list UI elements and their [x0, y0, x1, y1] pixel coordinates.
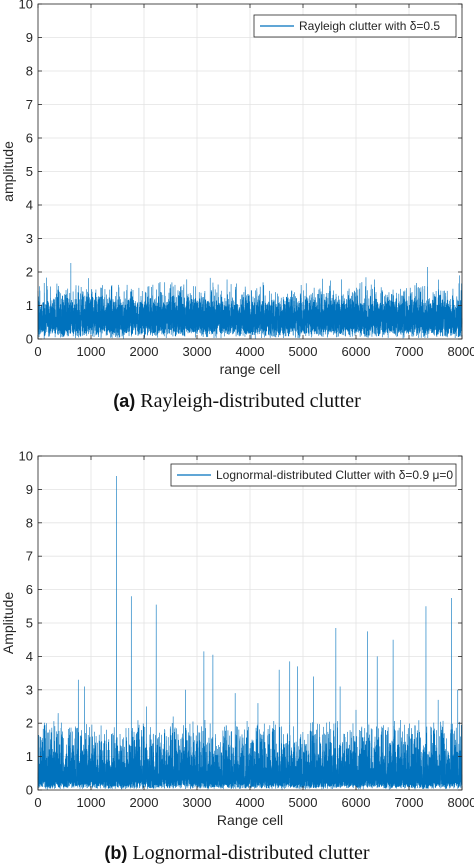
- y-tick-label: 6: [26, 131, 33, 146]
- series-line: [37, 476, 463, 790]
- x-tick-label: 6000: [342, 344, 371, 359]
- y-axis-label: Amplitude: [0, 592, 16, 654]
- y-tick-label: 6: [26, 582, 33, 597]
- y-axis-label: amplitude: [0, 141, 16, 202]
- y-tick-label: 7: [26, 549, 33, 564]
- x-tick-label: 2000: [130, 795, 159, 810]
- legend-box: [253, 14, 457, 38]
- x-tick-label: 8000: [448, 344, 474, 359]
- y-tick-label: 7: [26, 97, 33, 112]
- y-tick-label: 2: [26, 265, 33, 280]
- y-tick-label: 0: [26, 332, 33, 347]
- panel-a: 0 1000 2000 3000 4000 5000 6000 7000 8000 0 1 2 3 4 5 6…: [0, 0, 474, 420]
- y-tick-label: 5: [26, 616, 33, 631]
- x-axis-label: range cell: [220, 361, 281, 377]
- y-tick-label: 9: [26, 482, 33, 497]
- legend-label: Lognormal-distributed Clutter with δ=0.9…: [216, 468, 453, 482]
- y-tick-label: 8: [26, 64, 33, 79]
- y-tick-label: 1: [26, 749, 33, 764]
- y-tick-label: 4: [26, 649, 33, 664]
- legend-label: Rayleigh clutter with δ=0.5: [299, 19, 440, 33]
- caption-a-text: Rayleigh-distributed clutter: [140, 390, 361, 412]
- y-tick-label: 3: [26, 231, 33, 246]
- x-tick-label: 7000: [395, 344, 424, 359]
- y-tick-label: 2: [26, 716, 33, 731]
- chart-b: 0 1000 2000 3000 4000 5000 6000 7000 8000 0 1 2 3 4 5 6…: [0, 449, 474, 829]
- caption-a-tag: (a): [113, 391, 136, 411]
- x-tick-label: 1000: [77, 795, 106, 810]
- legend-box: [170, 463, 457, 487]
- y-tick-label: 5: [26, 164, 33, 179]
- series-line: [37, 262, 463, 339]
- x-tick-label: 0: [34, 344, 41, 359]
- y-tick-label: 1: [26, 298, 33, 313]
- x-tick-label: 5000: [289, 795, 318, 810]
- y-tick-label: 4: [26, 198, 33, 213]
- y-tick-label: 8: [26, 515, 33, 530]
- x-tick-label: 3000: [183, 795, 212, 810]
- x-tick-label: 4000: [236, 795, 265, 810]
- x-tick-label: 3000: [183, 344, 212, 359]
- y-tick-label: 10: [19, 449, 33, 464]
- caption-b: (b) Lognormal-distributed clutter: [0, 842, 474, 865]
- x-tick-label: 1000: [77, 344, 106, 359]
- x-tick-label: 7000: [395, 795, 424, 810]
- y-tick-label: 3: [26, 682, 33, 697]
- y-tick-label: 9: [26, 30, 33, 45]
- x-tick-label: 8000: [448, 795, 474, 810]
- caption-b-tag: (b): [104, 843, 128, 863]
- panel-b: 0 1000 2000 3000 4000 5000 6000 7000 8000 0 1 2 3 4 5 6…: [0, 448, 474, 865]
- y-tick-label: 10: [19, 0, 33, 12]
- y-tick-label: 0: [26, 783, 33, 798]
- caption-b-text: Lognormal-distributed clutter: [132, 842, 370, 864]
- x-tick-label: 5000: [289, 344, 318, 359]
- x-tick-label: 4000: [236, 344, 265, 359]
- x-tick-label: 0: [34, 795, 41, 810]
- x-axis-label: Range cell: [217, 812, 283, 828]
- caption-a: (a) Rayleigh-distributed clutter: [0, 390, 474, 413]
- chart-a: 0 1000 2000 3000 4000 5000 6000 7000 8000 0 1 2 3 4 5 6…: [0, 0, 474, 377]
- x-tick-label: 2000: [130, 344, 159, 359]
- x-tick-label: 6000: [342, 795, 371, 810]
